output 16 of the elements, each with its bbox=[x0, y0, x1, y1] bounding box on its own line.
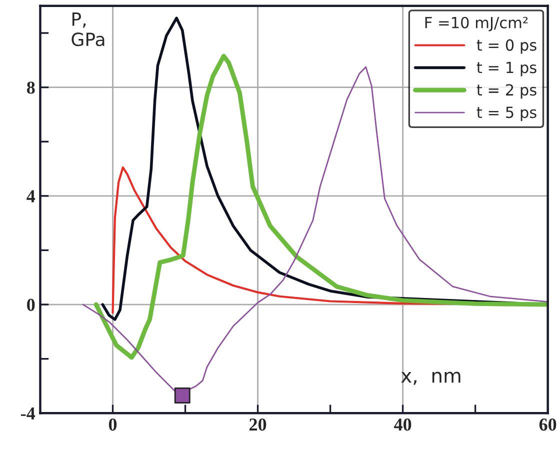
line-series bbox=[94, 54, 548, 360]
y-tick-label: 8 bbox=[26, 82, 35, 94]
legend-label: t = 0 ps bbox=[476, 39, 536, 54]
y-tick-label: 0 bbox=[27, 298, 35, 311]
x-tick-label: 40 bbox=[394, 418, 412, 431]
y-tick-label: 4 bbox=[26, 190, 36, 202]
x-tick-label: 60 bbox=[539, 418, 556, 431]
y-axis-title: P, GPa bbox=[72, 12, 104, 46]
legend-title: F =10 mJ/cm² bbox=[425, 16, 528, 32]
legend-label: t = 1 ps bbox=[476, 62, 536, 76]
x-axis-title: x, nm bbox=[401, 372, 460, 385]
legend-label: t = 2 ps bbox=[476, 84, 536, 99]
y-tick-label: -4 bbox=[21, 408, 36, 420]
legend-label: t = 5 ps bbox=[476, 106, 536, 122]
x-tick-label: 0 bbox=[108, 418, 117, 431]
x-tick-label: 20 bbox=[250, 418, 266, 431]
